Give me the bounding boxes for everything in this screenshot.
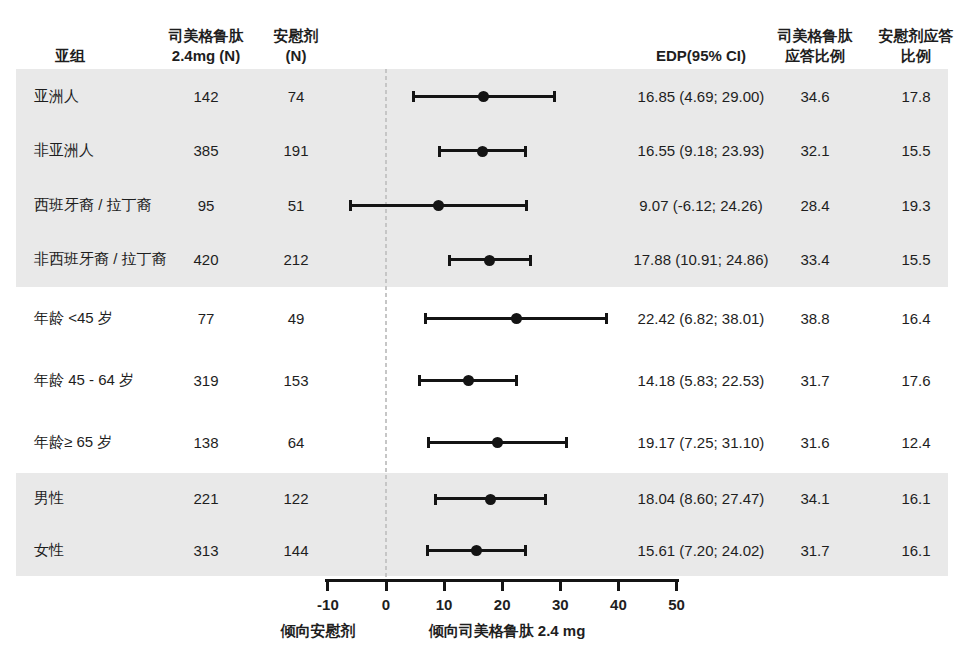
ci-cap-lower (349, 200, 352, 211)
x-axis-tick-label: 50 (647, 596, 707, 613)
x-axis-tick (443, 581, 446, 591)
treatment-response-value: 33.4 (756, 232, 874, 288)
treatment-response-value: 28.4 (756, 177, 874, 233)
table-row: 女性 313 144 15.61 (7.20; 24.02) 31.7 16.1 (0, 522, 960, 578)
n-placebo-value: 74 (246, 68, 346, 124)
n-placebo-value: 64 (246, 414, 346, 470)
table-row: 西班牙裔 / 拉丁裔 95 51 9.07 (-6.12; 24.26) 28.… (0, 177, 960, 233)
ci-cap-lower (448, 255, 451, 266)
placebo-response-value: 19.3 (858, 177, 960, 233)
point-estimate-dot (492, 437, 503, 448)
n-placebo-value: 191 (246, 123, 346, 179)
ci-cap-upper (524, 545, 527, 556)
column-header-n-placebo: 安慰剂 (N) (246, 14, 346, 66)
n-placebo-value: 49 (246, 290, 346, 346)
n-placebo-value: 144 (246, 522, 346, 578)
ci-cap-upper (565, 437, 568, 448)
placebo-response-value: 17.8 (858, 68, 960, 124)
n-placebo-value: 153 (246, 352, 346, 408)
placebo-response-value: 16.1 (858, 471, 960, 527)
table-row: 非亚洲人 385 191 16.55 (9.18; 23.93) 32.1 15… (0, 123, 960, 179)
treatment-response-value: 31.6 (756, 414, 874, 470)
table-row: 亚洲人 142 74 16.85 (4.69; 29.00) 34.6 17.8 (0, 68, 960, 124)
point-estimate-dot (511, 313, 522, 324)
column-header-treatment-response: 司美格鲁肽 应答比例 (756, 14, 874, 66)
forest-plot-figure: 亚组 司美格鲁肽 2.4mg (N) 安慰剂 (N) EDP(95% CI) 司… (0, 0, 960, 665)
x-axis-tick (617, 581, 620, 591)
ci-cap-upper (544, 494, 547, 505)
point-estimate-dot (471, 545, 482, 556)
n-placebo-value: 51 (246, 177, 346, 233)
x-axis-tick-label: 20 (472, 596, 532, 613)
table-row: 年龄 45 - 64 岁 319 153 14.18 (5.83; 22.53)… (0, 352, 960, 408)
table-row: 年龄 <45 岁 77 49 22.42 (6.82; 38.01) 38.8 … (0, 290, 960, 346)
ci-cap-lower (424, 313, 427, 324)
x-axis-tick-label: -10 (298, 596, 358, 613)
treatment-response-value: 38.8 (756, 290, 874, 346)
ci-cap-lower (426, 545, 429, 556)
table-row: 男性 221 122 18.04 (8.60; 27.47) 34.1 16.1 (0, 471, 960, 527)
x-axis-tick-label: 0 (356, 596, 416, 613)
ci-cap-lower (434, 494, 437, 505)
n-placebo-value: 212 (246, 232, 346, 288)
point-estimate-dot (478, 91, 489, 102)
column-header-subgroup: 亚组 (10, 14, 130, 66)
ci-cap-lower (412, 91, 415, 102)
placebo-response-value: 17.6 (858, 352, 960, 408)
favors-treatment-label: 倾向司美格鲁肽 2.4 mg (357, 622, 657, 641)
x-axis-tick (501, 581, 504, 591)
placebo-response-value: 15.5 (858, 232, 960, 288)
point-estimate-dot (484, 255, 495, 266)
ci-cap-lower (418, 375, 421, 386)
table-row: 年龄≥ 65 岁 138 64 19.17 (7.25; 31.10) 31.6… (0, 414, 960, 470)
x-axis-tick-label: 10 (414, 596, 474, 613)
placebo-response-value: 16.1 (858, 522, 960, 578)
n-placebo-value: 122 (246, 471, 346, 527)
ci-cap-upper (529, 255, 532, 266)
treatment-response-value: 31.7 (756, 522, 874, 578)
point-estimate-dot (485, 494, 496, 505)
ci-cap-upper (605, 313, 608, 324)
ci-cap-upper (553, 91, 556, 102)
column-header-placebo-response: 安慰剂应答 比例 (858, 14, 960, 66)
placebo-response-value: 16.4 (858, 290, 960, 346)
placebo-response-value: 15.5 (858, 123, 960, 179)
ci-cap-lower (427, 437, 430, 448)
treatment-response-value: 34.1 (756, 471, 874, 527)
point-estimate-dot (463, 375, 474, 386)
ci-cap-upper (524, 146, 527, 157)
x-axis-tick (559, 581, 562, 591)
treatment-response-value: 32.1 (756, 123, 874, 179)
ci-cap-lower (438, 146, 441, 157)
point-estimate-dot (477, 146, 488, 157)
treatment-response-value: 31.7 (756, 352, 874, 408)
ci-cap-upper (525, 200, 528, 211)
x-axis-tick (675, 581, 678, 591)
table-row: 非西班牙裔 / 拉丁裔 420 212 17.88 (10.91; 24.86)… (0, 232, 960, 288)
x-axis-tick-label: 40 (588, 596, 648, 613)
point-estimate-dot (433, 200, 444, 211)
x-axis-tick-label: 30 (530, 596, 590, 613)
placebo-response-value: 12.4 (858, 414, 960, 470)
ci-cap-upper (515, 375, 518, 386)
x-axis-tick (385, 581, 388, 591)
x-axis-tick (326, 581, 329, 591)
treatment-response-value: 34.6 (756, 68, 874, 124)
